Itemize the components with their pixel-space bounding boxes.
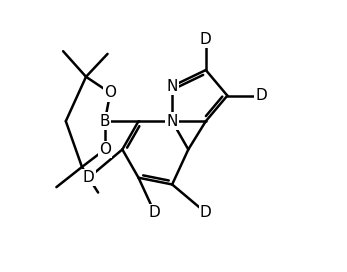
- Text: B: B: [100, 114, 110, 129]
- Text: D: D: [255, 88, 267, 103]
- Text: D: D: [200, 32, 212, 47]
- Text: N: N: [167, 114, 178, 129]
- Text: O: O: [99, 142, 111, 157]
- Text: D: D: [83, 170, 95, 185]
- Text: D: D: [149, 205, 161, 220]
- Text: O: O: [104, 85, 116, 100]
- Text: D: D: [200, 205, 212, 220]
- Text: N: N: [167, 79, 178, 94]
